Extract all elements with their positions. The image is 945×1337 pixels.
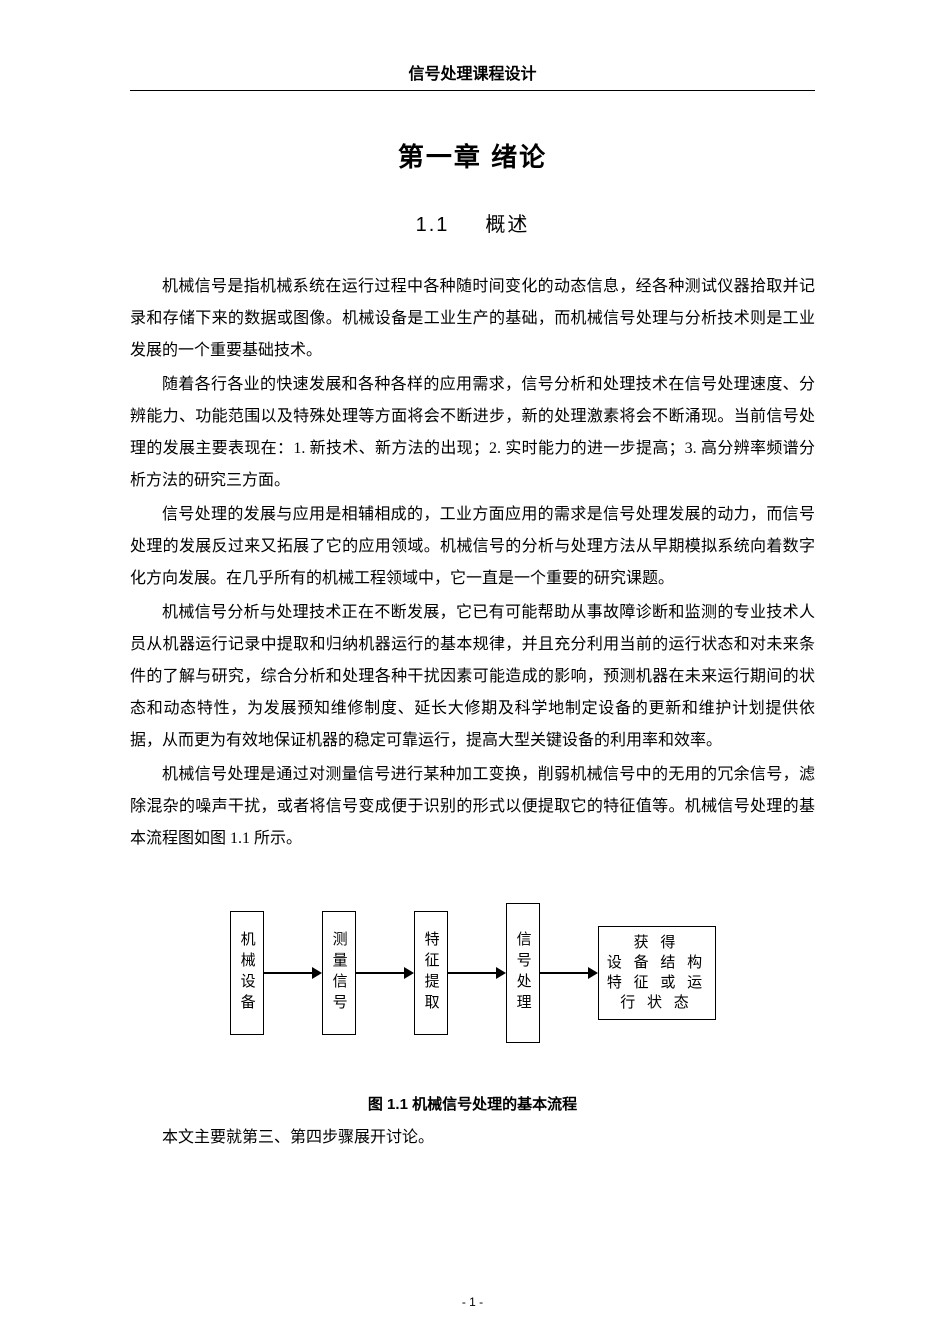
flow-node-5-line: 设 备 结 构 bbox=[607, 953, 706, 973]
flow-node-2: 测量信号 bbox=[322, 911, 356, 1035]
flow-arrow bbox=[264, 967, 322, 979]
flow-arrow bbox=[356, 967, 414, 979]
paragraph: 机械信号分析与处理技术正在不断发展，它已有可能帮助从事故障诊断和监测的专业技术人… bbox=[130, 597, 815, 757]
flow-node-1: 机械设备 bbox=[230, 911, 264, 1035]
page: 信号处理课程设计 第一章 绪论 1.1 概述 机械信号是指机械系统在运行过程中各种… bbox=[0, 0, 945, 1184]
section-number: 1.1 bbox=[416, 214, 450, 236]
flow-node-5: 获 得 设 备 结 构 特 征 或 运 行 状 态 bbox=[598, 926, 716, 1020]
flow-arrow bbox=[448, 967, 506, 979]
figure-caption: 图 1.1 机械信号处理的基本流程 bbox=[130, 1093, 815, 1114]
flow-node-5-line: 获 得 bbox=[634, 933, 680, 953]
flow-node-4: 信号处理 bbox=[506, 903, 540, 1043]
flow-node-3: 特征提取 bbox=[414, 911, 448, 1035]
flowchart-container: 机械设备 测量信号 特征提取 信号处理 获 得 设 备 结 构 特 征 或 运 … bbox=[130, 903, 815, 1043]
chapter-title: 第一章 绪论 bbox=[130, 137, 815, 174]
section-title-text: 概述 bbox=[485, 214, 529, 236]
page-header: 信号处理课程设计 bbox=[130, 60, 815, 91]
section-title: 1.1 概述 bbox=[130, 208, 815, 237]
paragraph: 机械信号是指机械系统在运行过程中各种随时间变化的动态信息，经各种测试仪器拾取并记… bbox=[130, 271, 815, 367]
paragraph: 随着各行各业的快速发展和各种各样的应用需求，信号分析和处理技术在信号处理速度、分… bbox=[130, 369, 815, 497]
paragraph: 信号处理的发展与应用是相辅相成的，工业方面应用的需求是信号处理发展的动力，而信号… bbox=[130, 499, 815, 595]
flowchart: 机械设备 测量信号 特征提取 信号处理 获 得 设 备 结 构 特 征 或 运 … bbox=[230, 903, 716, 1043]
paragraph: 机械信号处理是通过对测量信号进行某种加工变换，削弱机械信号中的无用的冗余信号，滤… bbox=[130, 759, 815, 855]
page-number: - 1 - bbox=[0, 1295, 945, 1309]
flow-arrow bbox=[540, 967, 598, 979]
body-text: 机械信号是指机械系统在运行过程中各种随时间变化的动态信息，经各种测试仪器拾取并记… bbox=[130, 271, 815, 855]
flow-node-5-line: 特 征 或 运 bbox=[607, 973, 706, 993]
closing-paragraph: 本文主要就第三、第四步骤展开讨论。 bbox=[130, 1122, 815, 1154]
flow-node-5-line: 行 状 态 bbox=[620, 993, 693, 1013]
